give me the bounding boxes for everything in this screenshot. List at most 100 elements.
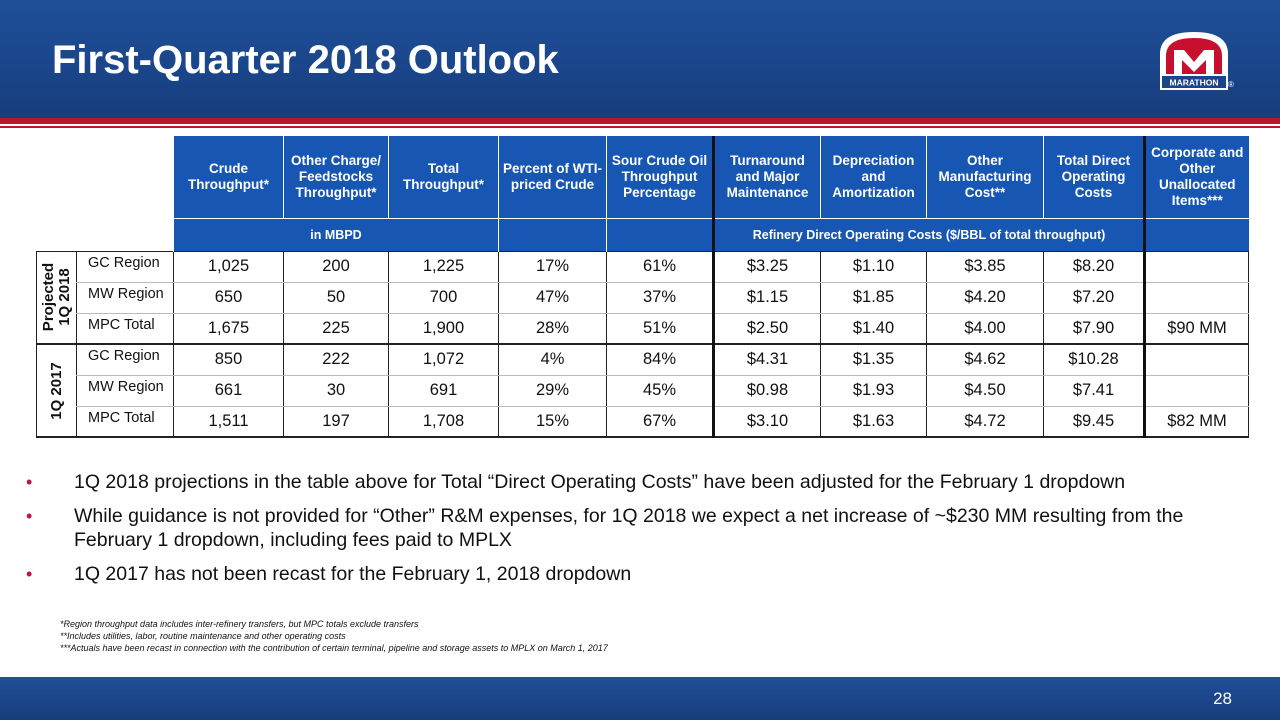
table-cell: 28%	[498, 313, 607, 345]
table-cell	[1143, 250, 1249, 283]
bullet-text: 1Q 2017 has not been recast for the Febr…	[74, 563, 632, 585]
page-title: First-Quarter 2018 Outlook	[52, 38, 559, 82]
bullet-item: • 1Q 2017 has not been recast for the Fe…	[26, 562, 1256, 586]
table-cell: $3.85	[926, 250, 1044, 283]
group-label-1q-2017: 1Q 2017	[36, 344, 77, 438]
table-cell: $4.72	[926, 406, 1044, 438]
header-band: First-Quarter 2018 Outlook	[0, 0, 1280, 118]
footnote: *Region throughput data includes inter-r…	[60, 619, 419, 629]
bullet-dot-icon: •	[26, 506, 33, 526]
table-cell: 1,708	[388, 406, 499, 438]
col-header-corporate: Corporate and Other Unallocated Items***	[1143, 136, 1249, 218]
table-cell: 1,675	[173, 313, 284, 345]
table-cell: 1,900	[388, 313, 499, 345]
table-cell: $4.20	[926, 282, 1044, 314]
table-cell: 661	[173, 375, 284, 407]
table-cell: 17%	[498, 250, 607, 283]
col-header-turnaround: Turnaround and Major Maintenance	[712, 136, 821, 218]
row-label: MPC Total	[76, 313, 174, 345]
table-cell: $1.85	[820, 282, 927, 314]
footnotes: *Region throughput data includes inter-r…	[60, 618, 608, 654]
bullet-item: • While guidance is not provided for “Ot…	[26, 504, 1256, 552]
table-cell: 1,072	[388, 344, 499, 376]
bullet-list: • 1Q 2018 projections in the table above…	[26, 470, 1256, 596]
table-cell: $4.62	[926, 344, 1044, 376]
bullet-text: 1Q 2018 projections in the table above f…	[74, 471, 1126, 493]
logo-text: MARATHON	[1170, 78, 1219, 88]
table-cell: $0.98	[712, 375, 821, 407]
table-cell: 1,511	[173, 406, 284, 438]
table-cell: 61%	[606, 250, 714, 283]
col-header-crude-throughput: Crude Throughput*	[173, 136, 284, 218]
table-cell: $1.93	[820, 375, 927, 407]
marathon-logo: MARATHON	[1160, 32, 1228, 90]
table-cell: 222	[283, 344, 389, 376]
table-corner	[36, 136, 174, 218]
table-cell	[1143, 282, 1249, 314]
header-divider	[0, 118, 1280, 124]
table-cell: 37%	[606, 282, 714, 314]
table-cell: 1,225	[388, 250, 499, 283]
row-label: MPC Total	[76, 406, 174, 438]
table-cell: $1.40	[820, 313, 927, 345]
bullet-text: While guidance is not provided for “Othe…	[74, 505, 1184, 551]
subheader-mbpd: in MBPD	[173, 217, 499, 251]
table-cell: 29%	[498, 375, 607, 407]
table-cell: $1.15	[712, 282, 821, 314]
table-cell: $2.50	[712, 313, 821, 345]
table-cell: 84%	[606, 344, 714, 376]
col-header-wti-percent: Percent of WTI-priced Crude	[498, 136, 607, 218]
col-header-sour-crude: Sour Crude Oil Throughput Percentage	[606, 136, 714, 218]
col-header-other-manufacturing: Other Manufacturing Cost**	[926, 136, 1044, 218]
col-header-total-direct: Total Direct Operating Costs	[1043, 136, 1145, 218]
table-cell: $1.10	[820, 250, 927, 283]
footnote: **Includes utilities, labor, routine mai…	[60, 631, 346, 641]
table-cell: 51%	[606, 313, 714, 345]
table-cell: $3.25	[712, 250, 821, 283]
col-header-depreciation: Depreciation and Amortization	[820, 136, 927, 218]
table-cell: $4.50	[926, 375, 1044, 407]
table-cell: $7.20	[1043, 282, 1145, 314]
table-cell: 200	[283, 250, 389, 283]
table-cell: 67%	[606, 406, 714, 438]
col-header-total-throughput: Total Throughput*	[388, 136, 499, 218]
row-label: MW Region	[76, 282, 174, 314]
table-cell: 197	[283, 406, 389, 438]
table-cell: 45%	[606, 375, 714, 407]
table-cell: 700	[388, 282, 499, 314]
table-cell: $7.41	[1043, 375, 1145, 407]
table-cell: $10.28	[1043, 344, 1145, 376]
row-label: MW Region	[76, 375, 174, 407]
page-number: 28	[1213, 689, 1232, 708]
table-cell: $82 MM	[1143, 406, 1249, 438]
table-cell	[1143, 375, 1249, 407]
group-label-projected-1q-2018: Projected 1Q 2018	[36, 250, 77, 345]
table-cell: $90 MM	[1143, 313, 1249, 345]
table-cell: 691	[388, 375, 499, 407]
table-cell: $4.00	[926, 313, 1044, 345]
table-cell: 650	[173, 282, 284, 314]
table-cell: $3.10	[712, 406, 821, 438]
subheader-direct-costs: Refinery Direct Operating Costs ($/BBL o…	[712, 217, 1145, 251]
bullet-dot-icon: •	[26, 564, 33, 584]
header-divider-thin	[0, 126, 1280, 128]
col-header-other-charge: Other Charge/ Feedstocks Throughput*	[283, 136, 389, 218]
footer-band: 28	[0, 677, 1280, 720]
table-cell: $4.31	[712, 344, 821, 376]
table-cell: 850	[173, 344, 284, 376]
table-cell: 225	[283, 313, 389, 345]
table-cell: $8.20	[1043, 250, 1145, 283]
table-cell	[1143, 344, 1249, 376]
footnote: ***Actuals have been recast in connectio…	[60, 643, 608, 653]
table-cell: 50	[283, 282, 389, 314]
table-cell: $1.35	[820, 344, 927, 376]
table-cell: $7.90	[1043, 313, 1145, 345]
table-cell: $1.63	[820, 406, 927, 438]
bullet-dot-icon: •	[26, 472, 33, 492]
table-cell: 47%	[498, 282, 607, 314]
table-cell: $9.45	[1043, 406, 1145, 438]
outlook-table: Crude Throughput* Other Charge/ Feedstoc…	[36, 136, 1249, 438]
table-cell: 4%	[498, 344, 607, 376]
bullet-item: • 1Q 2018 projections in the table above…	[26, 470, 1256, 494]
table-cell: 1,025	[173, 250, 284, 283]
